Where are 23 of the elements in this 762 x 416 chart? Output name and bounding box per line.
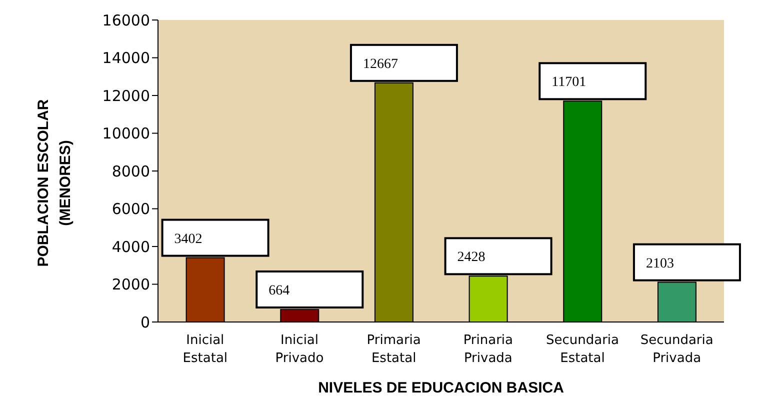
data-label: 2428 xyxy=(457,250,486,266)
y-tick-label: 14000 xyxy=(102,49,150,68)
x-tick-label: Inicial Privado xyxy=(275,333,324,366)
y-tick-label: 6000 xyxy=(112,200,150,218)
y-tick-label: 10000 xyxy=(102,124,150,143)
data-label: 12667 xyxy=(362,56,398,72)
y-tick-label: 4000 xyxy=(112,238,150,256)
y-tick-label: 16000 xyxy=(102,11,150,30)
y-axis-title: POBLACION ESCOLAR (MENORES) xyxy=(35,99,74,267)
y-tick-label: 0 xyxy=(140,313,150,332)
x-tick-label: Prinaria Privada xyxy=(463,333,514,366)
y-tick-label: 12000 xyxy=(102,86,150,105)
data-label: 664 xyxy=(268,283,290,298)
x-tick-label: Inicial Estatal xyxy=(182,333,228,366)
y-tick-label: 8000 xyxy=(112,162,150,180)
data-label: 11701 xyxy=(552,75,586,90)
data-label: 3402 xyxy=(174,232,202,247)
x-axis-title: NIVELES DE EDUCACION BASICA xyxy=(318,380,564,397)
y-tick-label: 2000 xyxy=(112,276,150,294)
x-tick-label: Primaria Estatal xyxy=(366,333,421,366)
x-tick-label: Secundaria Privada xyxy=(640,333,714,366)
data-label: 2103 xyxy=(646,256,674,272)
x-tick-label: Secundaria Estatal xyxy=(546,333,620,366)
